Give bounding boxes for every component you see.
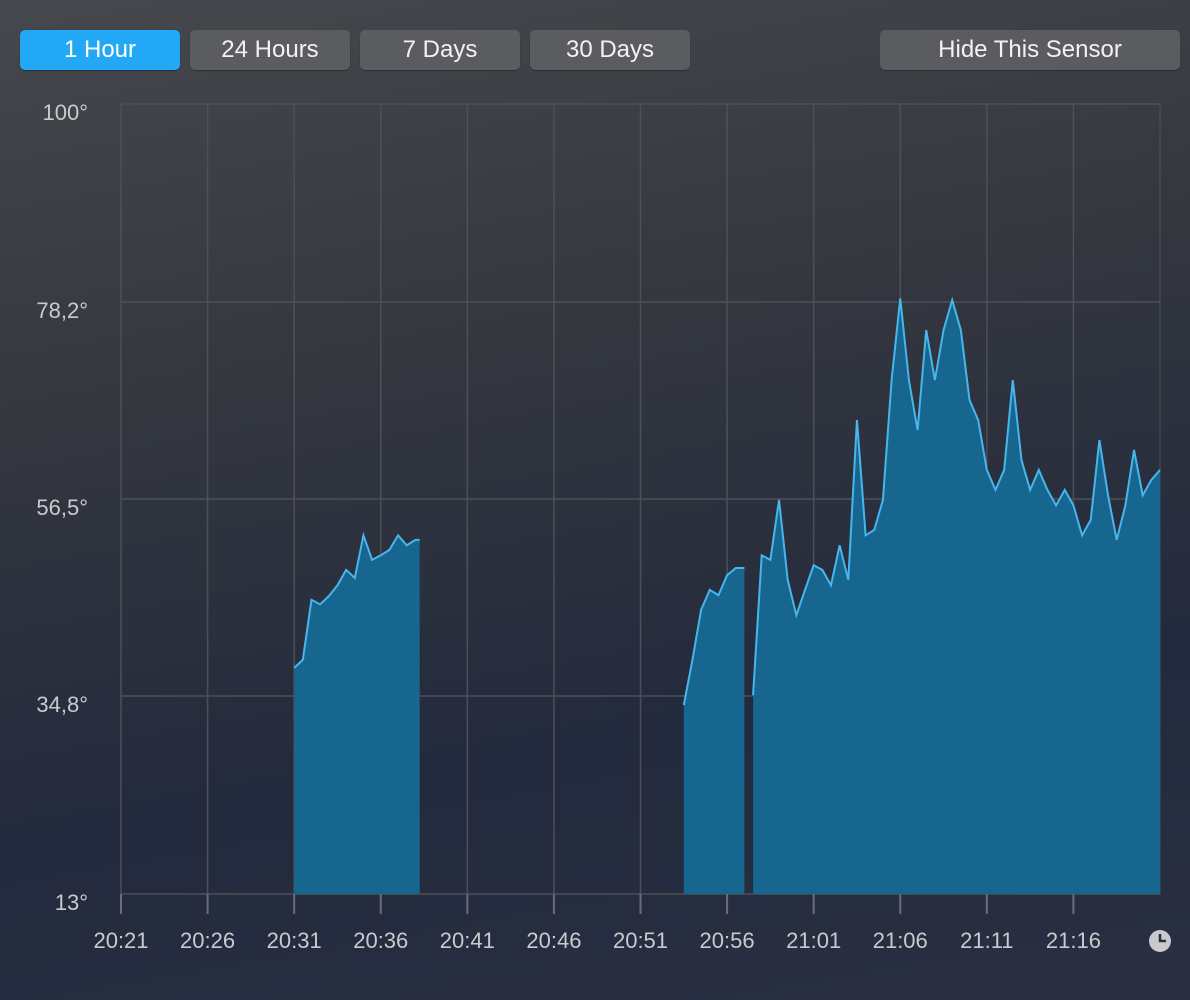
x-tick-label: 20:41 (440, 928, 495, 953)
range-button[interactable]: 1 Hour (20, 30, 180, 70)
x-tick-label: 20:51 (613, 928, 668, 953)
line (293, 296, 1161, 706)
y-tick-label: 100° (42, 100, 88, 125)
y-tick-label: 13° (55, 890, 88, 915)
x-tick-label: 21:06 (873, 928, 928, 953)
y-tick-label: 56,5° (36, 495, 88, 520)
area (294, 298, 1161, 894)
x-tick-label: 21:16 (1046, 928, 1101, 953)
hide-sensor-button[interactable]: Hide This Sensor (880, 30, 1180, 70)
x-tick-label: 20:56 (700, 928, 755, 953)
x-tick-label: 20:26 (180, 928, 235, 953)
range-button[interactable]: 30 Days (530, 30, 690, 70)
x-tick-label: 20:31 (267, 928, 322, 953)
range-button[interactable]: 24 Hours (190, 30, 350, 70)
x-tick-label: 21:11 (960, 928, 1013, 953)
x-tick-label: 20:21 (93, 928, 148, 953)
clock-icon (1149, 930, 1171, 952)
range-button[interactable]: 7 Days (360, 30, 520, 70)
y-tick-label: 78,2° (36, 298, 88, 323)
x-tick-label: 20:36 (353, 928, 408, 953)
x-tick-label: 20:46 (526, 928, 581, 953)
x-tick-label: 21:01 (786, 928, 841, 953)
y-tick-label: 34,8° (36, 692, 88, 717)
